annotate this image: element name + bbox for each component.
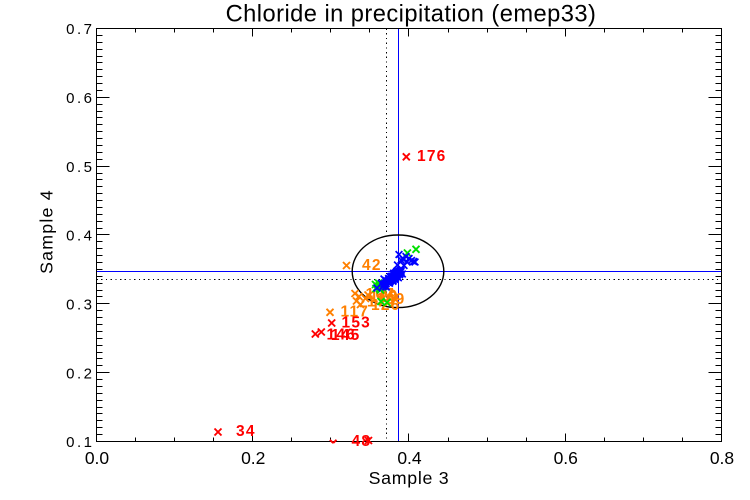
svg-text:0.2: 0.2 [241, 448, 265, 468]
svg-text:0.7: 0.7 [66, 21, 94, 38]
svg-text:0.2: 0.2 [66, 365, 94, 382]
svg-text:0.4: 0.4 [397, 448, 422, 468]
svg-text:146: 146 [327, 327, 356, 344]
svg-text:0.6: 0.6 [554, 448, 578, 468]
svg-text:153: 153 [342, 315, 371, 332]
svg-text:0.1: 0.1 [66, 434, 94, 451]
svg-text:42: 42 [362, 257, 382, 274]
svg-text:0.0: 0.0 [85, 448, 110, 468]
svg-text:107: 107 [366, 286, 395, 303]
svg-text:34: 34 [236, 423, 256, 440]
svg-text:Sample 3: Sample 3 [369, 468, 450, 488]
svg-text:0.8: 0.8 [710, 448, 734, 468]
svg-text:176: 176 [417, 148, 446, 165]
svg-text:145: 145 [331, 327, 360, 344]
svg-text:0.4: 0.4 [66, 228, 94, 245]
svg-text:Chloride in precipitation (eme: Chloride in precipitation (emep33) [226, 1, 597, 27]
svg-text:117: 117 [341, 304, 370, 321]
svg-text:0.3: 0.3 [66, 296, 94, 313]
svg-text:0.6: 0.6 [66, 90, 94, 107]
svg-text:Sample 4: Sample 4 [37, 189, 57, 274]
svg-text:0.5: 0.5 [66, 159, 94, 176]
